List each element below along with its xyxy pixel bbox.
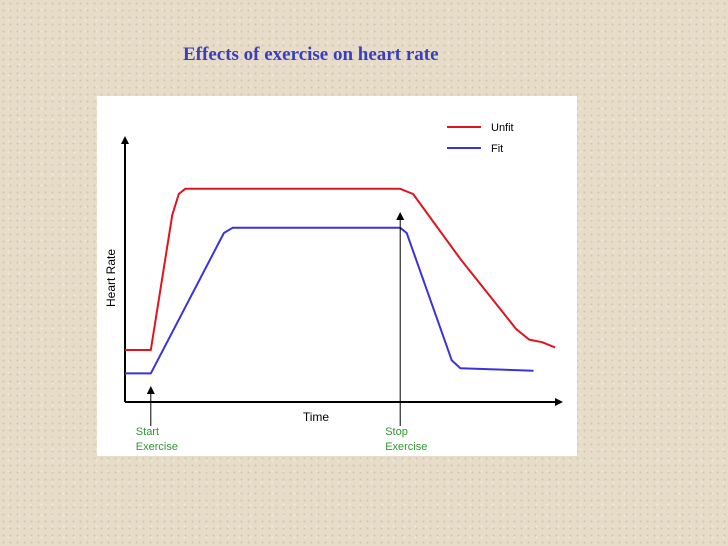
annotation-label-start-0: Start xyxy=(136,426,159,438)
series-line-fit xyxy=(125,226,534,375)
series-layer xyxy=(125,187,556,375)
annotation-label-stop-1: Exercise xyxy=(385,441,427,453)
annotation-label-start-1: Exercise xyxy=(136,441,178,453)
legend-label-unfit: Unfit xyxy=(491,122,514,134)
chart-panel: Heart Rate Time Start Exercise Stop Exercis… xyxy=(97,96,577,456)
slide-title: Effects of exercise on heart rate xyxy=(183,44,439,65)
legend-label-fit: Fit xyxy=(491,143,503,155)
annotation-layer: Start Exercise Stop Exercise xyxy=(136,212,427,453)
legend: Unfit Fit xyxy=(447,122,514,155)
annotation-label-stop-0: Stop xyxy=(385,426,408,438)
x-axis-label: Time xyxy=(303,410,330,424)
y-axis-label: Heart Rate xyxy=(104,249,118,307)
series-line-unfit xyxy=(125,187,556,351)
heart-rate-chart: Heart Rate Time Start Exercise Stop Exercis… xyxy=(104,122,563,453)
